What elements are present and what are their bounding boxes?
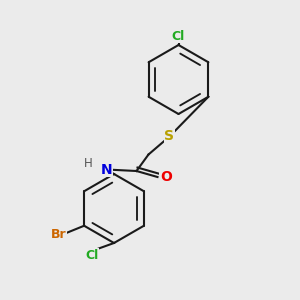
Text: N: N (101, 163, 112, 176)
Text: Cl: Cl (172, 29, 185, 43)
Text: S: S (164, 130, 175, 143)
Text: O: O (160, 170, 172, 184)
Text: Cl: Cl (85, 249, 98, 262)
Text: Br: Br (51, 227, 66, 241)
Text: H: H (84, 157, 93, 170)
